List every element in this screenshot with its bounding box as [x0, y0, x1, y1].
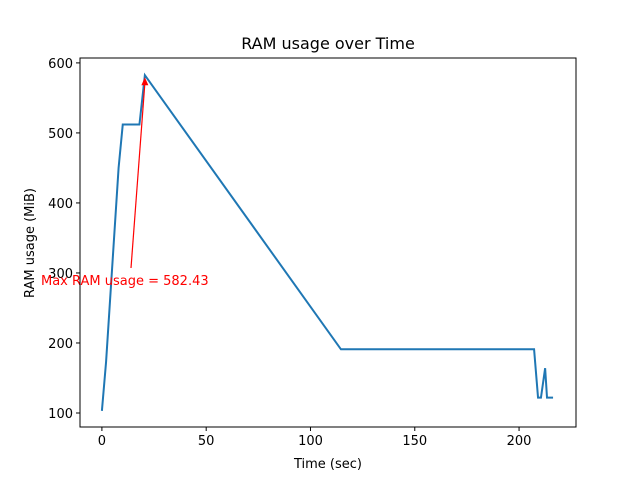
y-tick-label: 600	[48, 57, 73, 72]
annotation: Max RAM usage = 582.43	[41, 274, 209, 289]
plot-frame	[79, 57, 577, 428]
y-axis-label: RAM usage (MiB)	[23, 188, 38, 298]
x-tick-label: 0	[98, 434, 106, 449]
y-tick-label: 400	[48, 197, 73, 212]
x-tick-label: 200	[507, 434, 532, 449]
y-tick-label: 500	[48, 127, 73, 142]
x-axis-label: Time (sec)	[293, 457, 362, 472]
annotation-arrowhead	[141, 77, 149, 86]
chart-title: RAM usage over Time	[241, 34, 415, 53]
y-tick-label: 100	[48, 407, 73, 422]
annotation-arrow	[130, 83, 146, 269]
x-tick-label: 50	[198, 434, 215, 449]
y-tick-label: 200	[48, 337, 73, 352]
y-tick-label: 300	[48, 267, 73, 282]
data-line	[100, 72, 554, 411]
x-tick-label: 150	[402, 434, 427, 449]
x-tick-label: 100	[298, 434, 323, 449]
